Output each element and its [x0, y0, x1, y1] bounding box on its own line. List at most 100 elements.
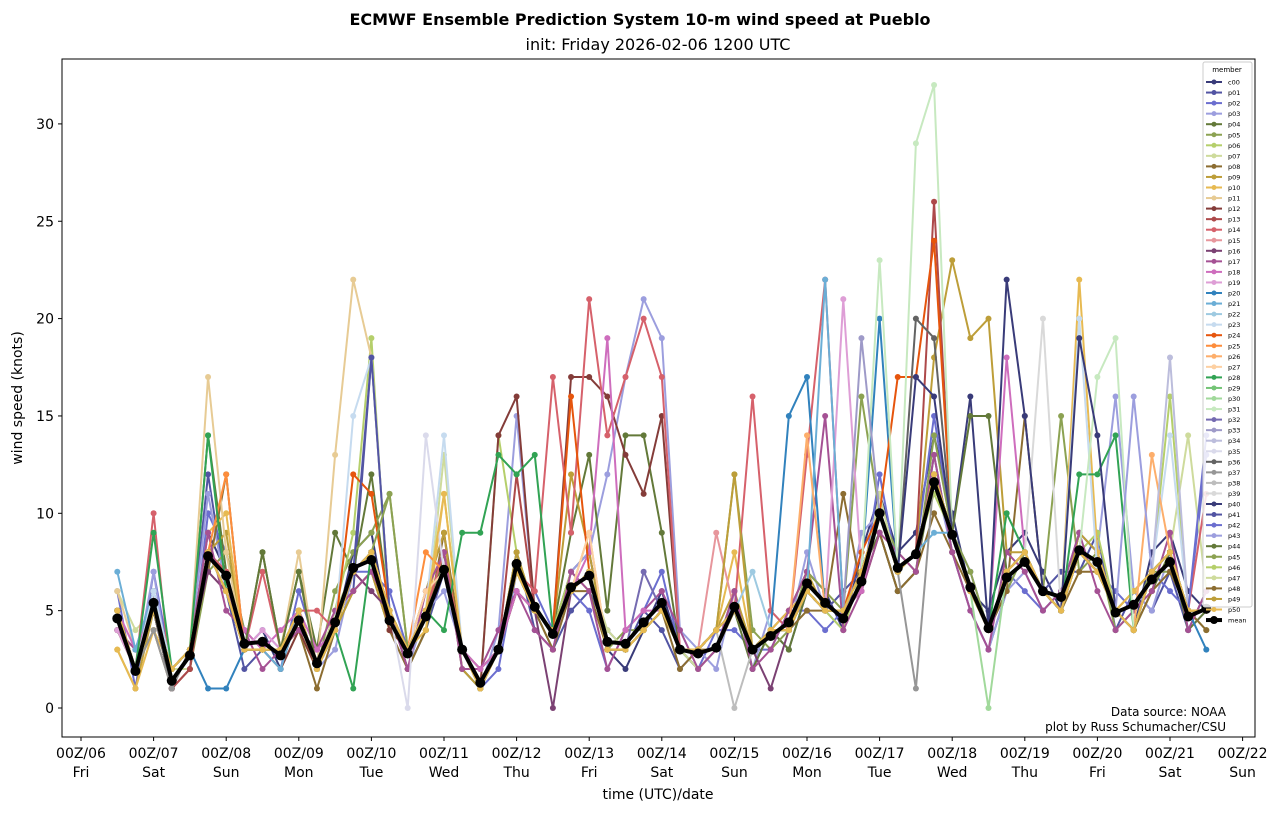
member-point: [313, 607, 320, 614]
member-point: [858, 335, 865, 342]
member-point: [695, 666, 702, 673]
legend-item-p33: p33: [1206, 427, 1240, 435]
legend-item-p23: p23: [1206, 321, 1240, 329]
legend-item-p15: p15: [1206, 237, 1240, 245]
member-point: [586, 374, 593, 381]
member-point: [1076, 471, 1083, 478]
legend-item-p49: p49: [1206, 595, 1240, 603]
member-point: [368, 335, 375, 342]
legend-label: p07: [1228, 152, 1240, 160]
x-tick-label: 00Z/12: [492, 746, 542, 762]
legend-swatch-marker: [1211, 512, 1217, 518]
member-point: [295, 588, 302, 595]
x-tick-day-label: Sat: [1159, 765, 1182, 781]
member-line: [116, 356, 1207, 690]
legend-item-p36: p36: [1206, 458, 1240, 466]
member-point: [912, 140, 919, 147]
x-tick-label: 00Z/10: [346, 746, 396, 762]
member-point: [822, 276, 829, 283]
plot-frame: [61, 58, 1256, 738]
member-point: [931, 432, 938, 439]
member-point: [876, 471, 883, 478]
member-point: [1148, 607, 1155, 614]
legend-label: p29: [1228, 384, 1240, 392]
mean-point: [402, 648, 413, 659]
mean-point: [947, 529, 958, 540]
member-point: [658, 627, 665, 634]
legend-label: p30: [1228, 395, 1240, 403]
member-point: [1094, 588, 1101, 595]
member-point: [1003, 354, 1010, 361]
legend-swatch-marker: [1211, 258, 1217, 264]
member-point: [604, 393, 611, 400]
member-point: [985, 705, 992, 711]
mean-point: [656, 597, 667, 608]
legend-label: p08: [1228, 163, 1240, 171]
legend-item-p05: p05: [1206, 131, 1240, 139]
member-point: [1203, 646, 1210, 653]
x-tick-label: 00Z/15: [709, 746, 759, 762]
member-point: [640, 315, 647, 322]
legend-swatch-marker: [1211, 111, 1217, 117]
member-point: [295, 549, 302, 556]
x-tick-label: 00Z/08: [201, 746, 251, 762]
legend-swatch-marker: [1211, 301, 1217, 307]
mean-point: [1183, 611, 1194, 622]
member-point: [132, 627, 139, 634]
legend-swatch-marker: [1211, 290, 1217, 296]
legend-swatch-marker: [1211, 132, 1217, 138]
member-point: [368, 471, 375, 478]
member-point: [1094, 374, 1101, 381]
member-point: [223, 607, 230, 614]
legend-item-p16: p16: [1206, 247, 1240, 255]
legend-swatch-marker: [1211, 543, 1217, 549]
mean-point: [765, 630, 776, 641]
member-point: [441, 588, 447, 595]
legend-label: p18: [1228, 268, 1240, 276]
legend-label: p10: [1228, 184, 1240, 192]
legend-label: p40: [1228, 501, 1240, 509]
mean-point: [729, 601, 740, 612]
mean-point: [221, 570, 232, 581]
legend-item-p06: p06: [1206, 142, 1240, 150]
member-point: [804, 374, 810, 381]
legend-swatch-marker: [1211, 227, 1217, 233]
member-point: [441, 529, 447, 536]
legend-label: p27: [1228, 363, 1240, 371]
legend-label: p34: [1228, 437, 1240, 445]
legend-label: p24: [1228, 332, 1240, 340]
member-point: [114, 568, 121, 575]
x-tick-label: 00Z/07: [129, 746, 179, 762]
mean-point: [802, 578, 812, 589]
mean-point: [112, 613, 123, 624]
mean-point: [1165, 556, 1175, 567]
legend-swatch-marker: [1211, 279, 1217, 285]
legend-label: p09: [1228, 173, 1240, 181]
member-point: [894, 588, 901, 595]
legend-item-p22: p22: [1206, 311, 1240, 319]
member-point: [477, 666, 484, 673]
member-point: [1076, 276, 1083, 283]
legend-label: p49: [1228, 595, 1240, 603]
legend-label: p33: [1228, 427, 1240, 435]
mean-point: [620, 638, 631, 649]
legend-item-p44: p44: [1206, 543, 1240, 551]
x-tick-day-label: Tue: [358, 765, 383, 781]
legend-swatch-marker: [1211, 79, 1217, 85]
member-point: [114, 588, 121, 595]
legend-item-p24: p24: [1206, 332, 1240, 340]
member-point: [622, 432, 629, 439]
series-p01: [114, 354, 1210, 673]
member-point: [604, 471, 611, 478]
member-point: [1039, 607, 1046, 614]
legend-item-p27: p27: [1206, 363, 1240, 371]
member-point: [1112, 335, 1119, 342]
x-tick-label: 00Z/06: [56, 746, 106, 762]
legend-item-p31: p31: [1206, 406, 1240, 414]
legend-swatch-marker: [1211, 322, 1217, 328]
member-point: [459, 529, 466, 536]
member-point: [985, 315, 992, 322]
member-line: [116, 200, 1207, 690]
member-point: [876, 529, 883, 536]
member-point: [713, 627, 720, 634]
